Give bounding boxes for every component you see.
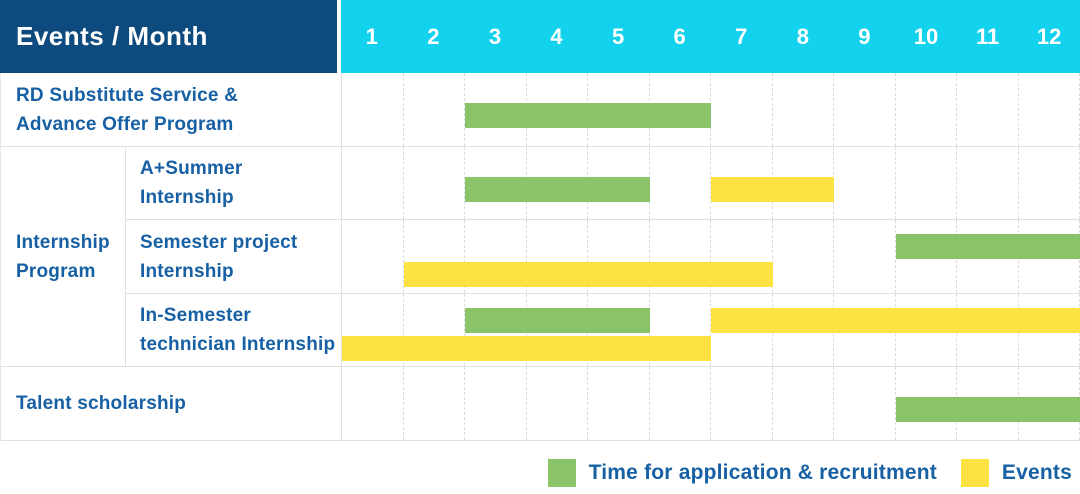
- group-label-line: Program: [16, 260, 96, 282]
- row-label-rd-substitute: RD Substitute Service & Advance Offer Pr…: [1, 73, 342, 147]
- month-gridline-column: [957, 147, 1019, 219]
- month-gridline-column: [1019, 73, 1080, 146]
- month-gridline-column: [834, 220, 896, 293]
- gantt-bar-event: [711, 177, 834, 202]
- month-gridline-column: [711, 73, 773, 146]
- month-gridline-column: [527, 220, 588, 293]
- month-gridline-column: [650, 294, 711, 366]
- month-gridline-column: [404, 367, 465, 440]
- table-header: Events / Month 1 2 3 4 5 6 7 8 9 10 11 12: [0, 0, 1080, 73]
- month-gridline-column: [650, 367, 711, 440]
- month-gridline-column: [342, 73, 404, 146]
- month-gridline-column: [650, 220, 711, 293]
- row-label-line: RD Substitute Service &: [16, 84, 239, 106]
- row-label-line: Advance Offer Program: [16, 113, 234, 135]
- month-gridline-column: [834, 73, 896, 146]
- month-gridline-column: [342, 367, 404, 440]
- month-label: 7: [735, 23, 748, 49]
- month-gridline-column: [711, 367, 773, 440]
- month-label: 4: [550, 23, 563, 49]
- month-gridline-column: [404, 220, 465, 293]
- row-label-line: A+Summer: [140, 158, 243, 179]
- month-label: 5: [611, 23, 625, 49]
- month-gridline-column: [711, 220, 773, 293]
- legend: Time for application & recruitment Event…: [547, 459, 1072, 487]
- month-gridline-column: [896, 73, 957, 146]
- month-label: 10: [913, 23, 939, 49]
- month-label: 2: [427, 23, 440, 49]
- recruitment-swatch-icon: [547, 459, 576, 487]
- legend-item-recruitment: Time for application & recruitment: [547, 459, 937, 487]
- legend-label-events: Events: [1001, 461, 1072, 484]
- month-gridline-column: [1019, 147, 1080, 219]
- gantt-bar-event: [403, 262, 773, 287]
- month-gridline-column: [404, 73, 465, 146]
- header-events-month-label: Events / Month: [16, 21, 208, 51]
- month-label: 9: [858, 23, 871, 49]
- gantt-bar-recruitment: [465, 177, 650, 202]
- gantt-bar-recruitment: [895, 397, 1080, 422]
- month-gridline-column: [896, 147, 957, 219]
- month-gridline-column: [834, 367, 896, 440]
- month-label: 12: [1036, 23, 1062, 49]
- month-gridline-column: [588, 220, 650, 293]
- month-label: 3: [488, 23, 502, 49]
- month-gridline-column: [773, 220, 834, 293]
- month-gridline-column: [465, 220, 527, 293]
- header-events-month-cell: Events / Month: [0, 0, 337, 73]
- month-label: 1: [365, 23, 378, 49]
- month-gridline-column: [773, 367, 834, 440]
- events-swatch-icon: [960, 459, 989, 487]
- row-label-line: technician Internship: [140, 334, 336, 355]
- month-gridline-column: [588, 367, 650, 440]
- month-gridline-column: [404, 294, 465, 366]
- group-label-internship-program: Internship Program: [1, 147, 126, 367]
- month-gridline-column: [342, 294, 404, 366]
- legend-label-recruitment: Time for application & recruitment: [588, 461, 937, 484]
- row-label-in-semester-technician: In-Semester technician Internship: [126, 294, 342, 367]
- gantt-bar-event: [711, 308, 1080, 333]
- gantt-bar-recruitment: [465, 308, 650, 333]
- month-gridline-column: [834, 147, 896, 219]
- gantt-bar-event: [342, 336, 711, 361]
- month-gridline-column: [342, 220, 404, 293]
- row-label-line: Semester project: [140, 231, 298, 253]
- legend-item-events: Events: [960, 459, 1072, 487]
- group-label-line: Internship: [16, 231, 110, 253]
- month-gridline-column: [650, 147, 711, 219]
- row-label-a-plus-summer: A+Summer Internship: [126, 147, 342, 220]
- row-label-semester-project: Semester project Internship: [126, 220, 342, 294]
- row-chart-talent-scholarship: [342, 367, 1080, 441]
- month-label: 11: [975, 23, 1000, 49]
- row-label-line: In-Semester: [140, 305, 251, 326]
- row-chart-in-semester-technician: [342, 294, 1080, 367]
- row-label-talent-scholarship: Talent scholarship: [1, 367, 342, 441]
- month-gridline-column: [342, 147, 404, 219]
- gantt-bar-recruitment: [465, 103, 711, 128]
- header-months-strip: 1 2 3 4 5 6 7 8 9 10 11 12: [341, 0, 1080, 73]
- row-label-line: Internship: [140, 187, 234, 208]
- row-chart-rd-substitute: [342, 73, 1080, 147]
- month-label: 6: [673, 23, 686, 49]
- row-chart-a-plus-summer: [342, 147, 1080, 220]
- gantt-bar-recruitment: [895, 234, 1080, 259]
- row-label-line: Talent scholarship: [16, 393, 187, 414]
- row-label-line: Internship: [140, 260, 234, 282]
- month-gridline-column: [527, 367, 588, 440]
- month-label: 8: [796, 23, 809, 49]
- table-body: RD Substitute Service & Advance Offer Pr…: [0, 73, 1080, 441]
- row-chart-semester-project: [342, 220, 1080, 294]
- month-gridline-column: [773, 73, 834, 146]
- month-gridline-column: [465, 367, 527, 440]
- month-gridline-column: [404, 147, 465, 219]
- month-gridline-column: [957, 73, 1019, 146]
